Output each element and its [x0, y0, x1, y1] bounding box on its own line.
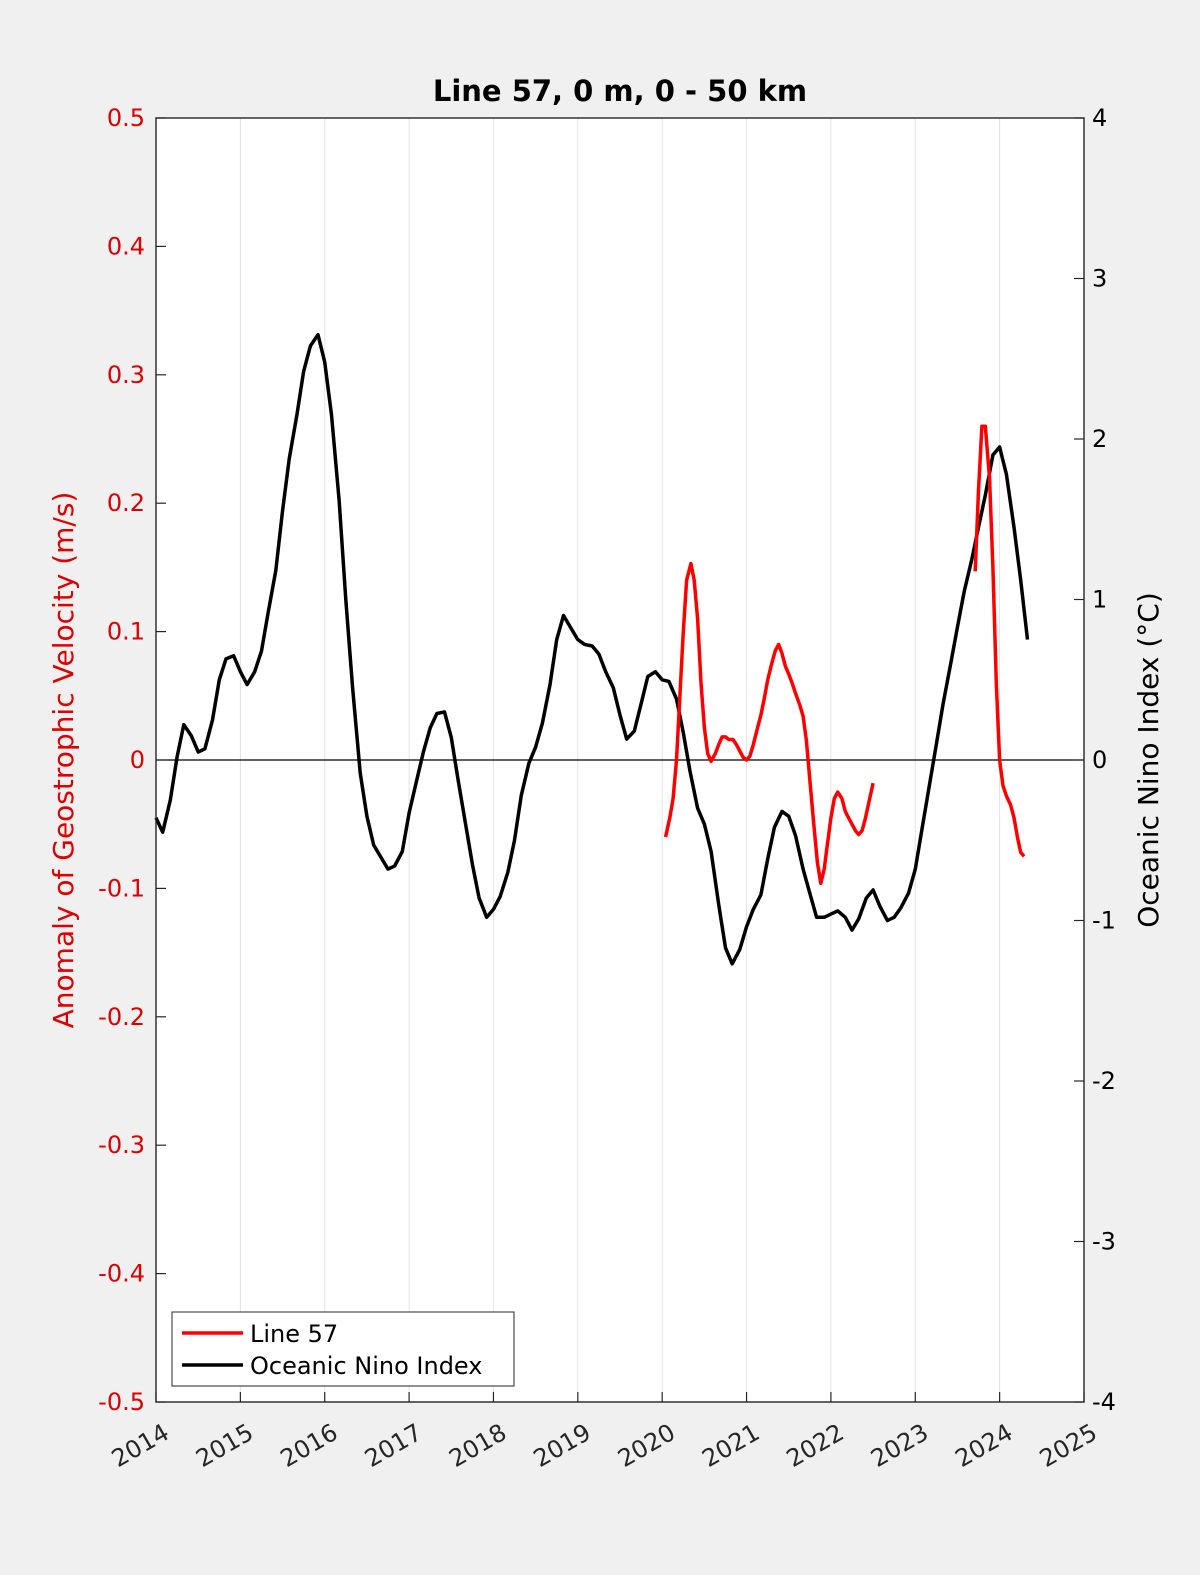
y-left-tick-label: 0.5 — [107, 104, 145, 132]
legend-label-oni: Oceanic Nino Index — [250, 1352, 482, 1380]
x-tick-label: 2017 — [360, 1418, 427, 1473]
y-left-tick-label: 0.2 — [107, 489, 145, 517]
series-line-line-57 — [663, 561, 875, 886]
x-tick-label: 2022 — [782, 1418, 849, 1473]
y-axis-right-label: Oceanic Nino Index (°C) — [1132, 592, 1165, 928]
y-right-tick-label: -1 — [1092, 907, 1116, 935]
y-right-tick-label: -3 — [1092, 1228, 1116, 1256]
y-left-tick-label: -0.5 — [98, 1388, 145, 1416]
x-tick-label: 2023 — [866, 1418, 933, 1473]
x-tick-label: 2016 — [276, 1418, 343, 1473]
y-right-tick-label: -4 — [1092, 1388, 1116, 1416]
y-left-tick-label: 0.4 — [107, 232, 145, 260]
x-tick-label: 2025 — [1035, 1418, 1102, 1473]
y-axis-right: 4 3 2 1 0 -1 -2 -3 -4 — [1074, 104, 1116, 1416]
y-left-tick-label: 0.1 — [107, 618, 145, 646]
chart-title: Line 57, 0 m, 0 - 50 km — [433, 74, 807, 108]
series-layer — [154, 332, 1030, 966]
y-left-tick-label: -0.4 — [98, 1260, 145, 1288]
y-left-tick-label: 0 — [130, 746, 145, 774]
x-tick-label: 2019 — [529, 1418, 596, 1473]
x-tick-label: 2015 — [191, 1418, 258, 1473]
y-axis-left-label: Anomaly of Geostrophic Velocity (m/s) — [47, 492, 80, 1029]
x-tick-label: 2020 — [613, 1418, 680, 1473]
x-tick-label: 2024 — [951, 1418, 1018, 1473]
y-right-tick-label: -2 — [1092, 1067, 1116, 1095]
y-right-tick-label: 1 — [1092, 586, 1107, 614]
x-tick-label: 2014 — [107, 1418, 174, 1473]
legend: Line 57 Oceanic Nino Index — [171, 1311, 515, 1387]
legend-box — [171, 1311, 515, 1387]
x-axis: 2014 2015 2016 2017 2018 2019 2020 2021 2022 2023… — [107, 1392, 1102, 1473]
y-right-tick-label: 0 — [1092, 746, 1107, 774]
legend-label-line-57: Line 57 — [250, 1320, 338, 1348]
x-tick-label: 2018 — [444, 1418, 511, 1473]
y-left-tick-label: -0.2 — [98, 1003, 145, 1031]
y-left-tick-label: 0.3 — [107, 361, 145, 389]
y-left-tick-label: -0.3 — [98, 1131, 145, 1159]
y-left-tick-label: -0.1 — [98, 874, 145, 902]
series-line-line-57 — [973, 424, 1026, 858]
y-axis-left: 0.5 0.4 0.3 0.2 0.1 0 -0.1 -0.2 -0.3 -0.4 -0.5 — [98, 104, 166, 1416]
y-right-tick-label: 4 — [1092, 104, 1107, 132]
series-line-oceanic-nino-index — [154, 332, 1030, 966]
y-right-tick-label: 2 — [1092, 425, 1107, 453]
x-tick-label: 2021 — [697, 1418, 764, 1473]
y-right-tick-label: 3 — [1092, 265, 1107, 293]
